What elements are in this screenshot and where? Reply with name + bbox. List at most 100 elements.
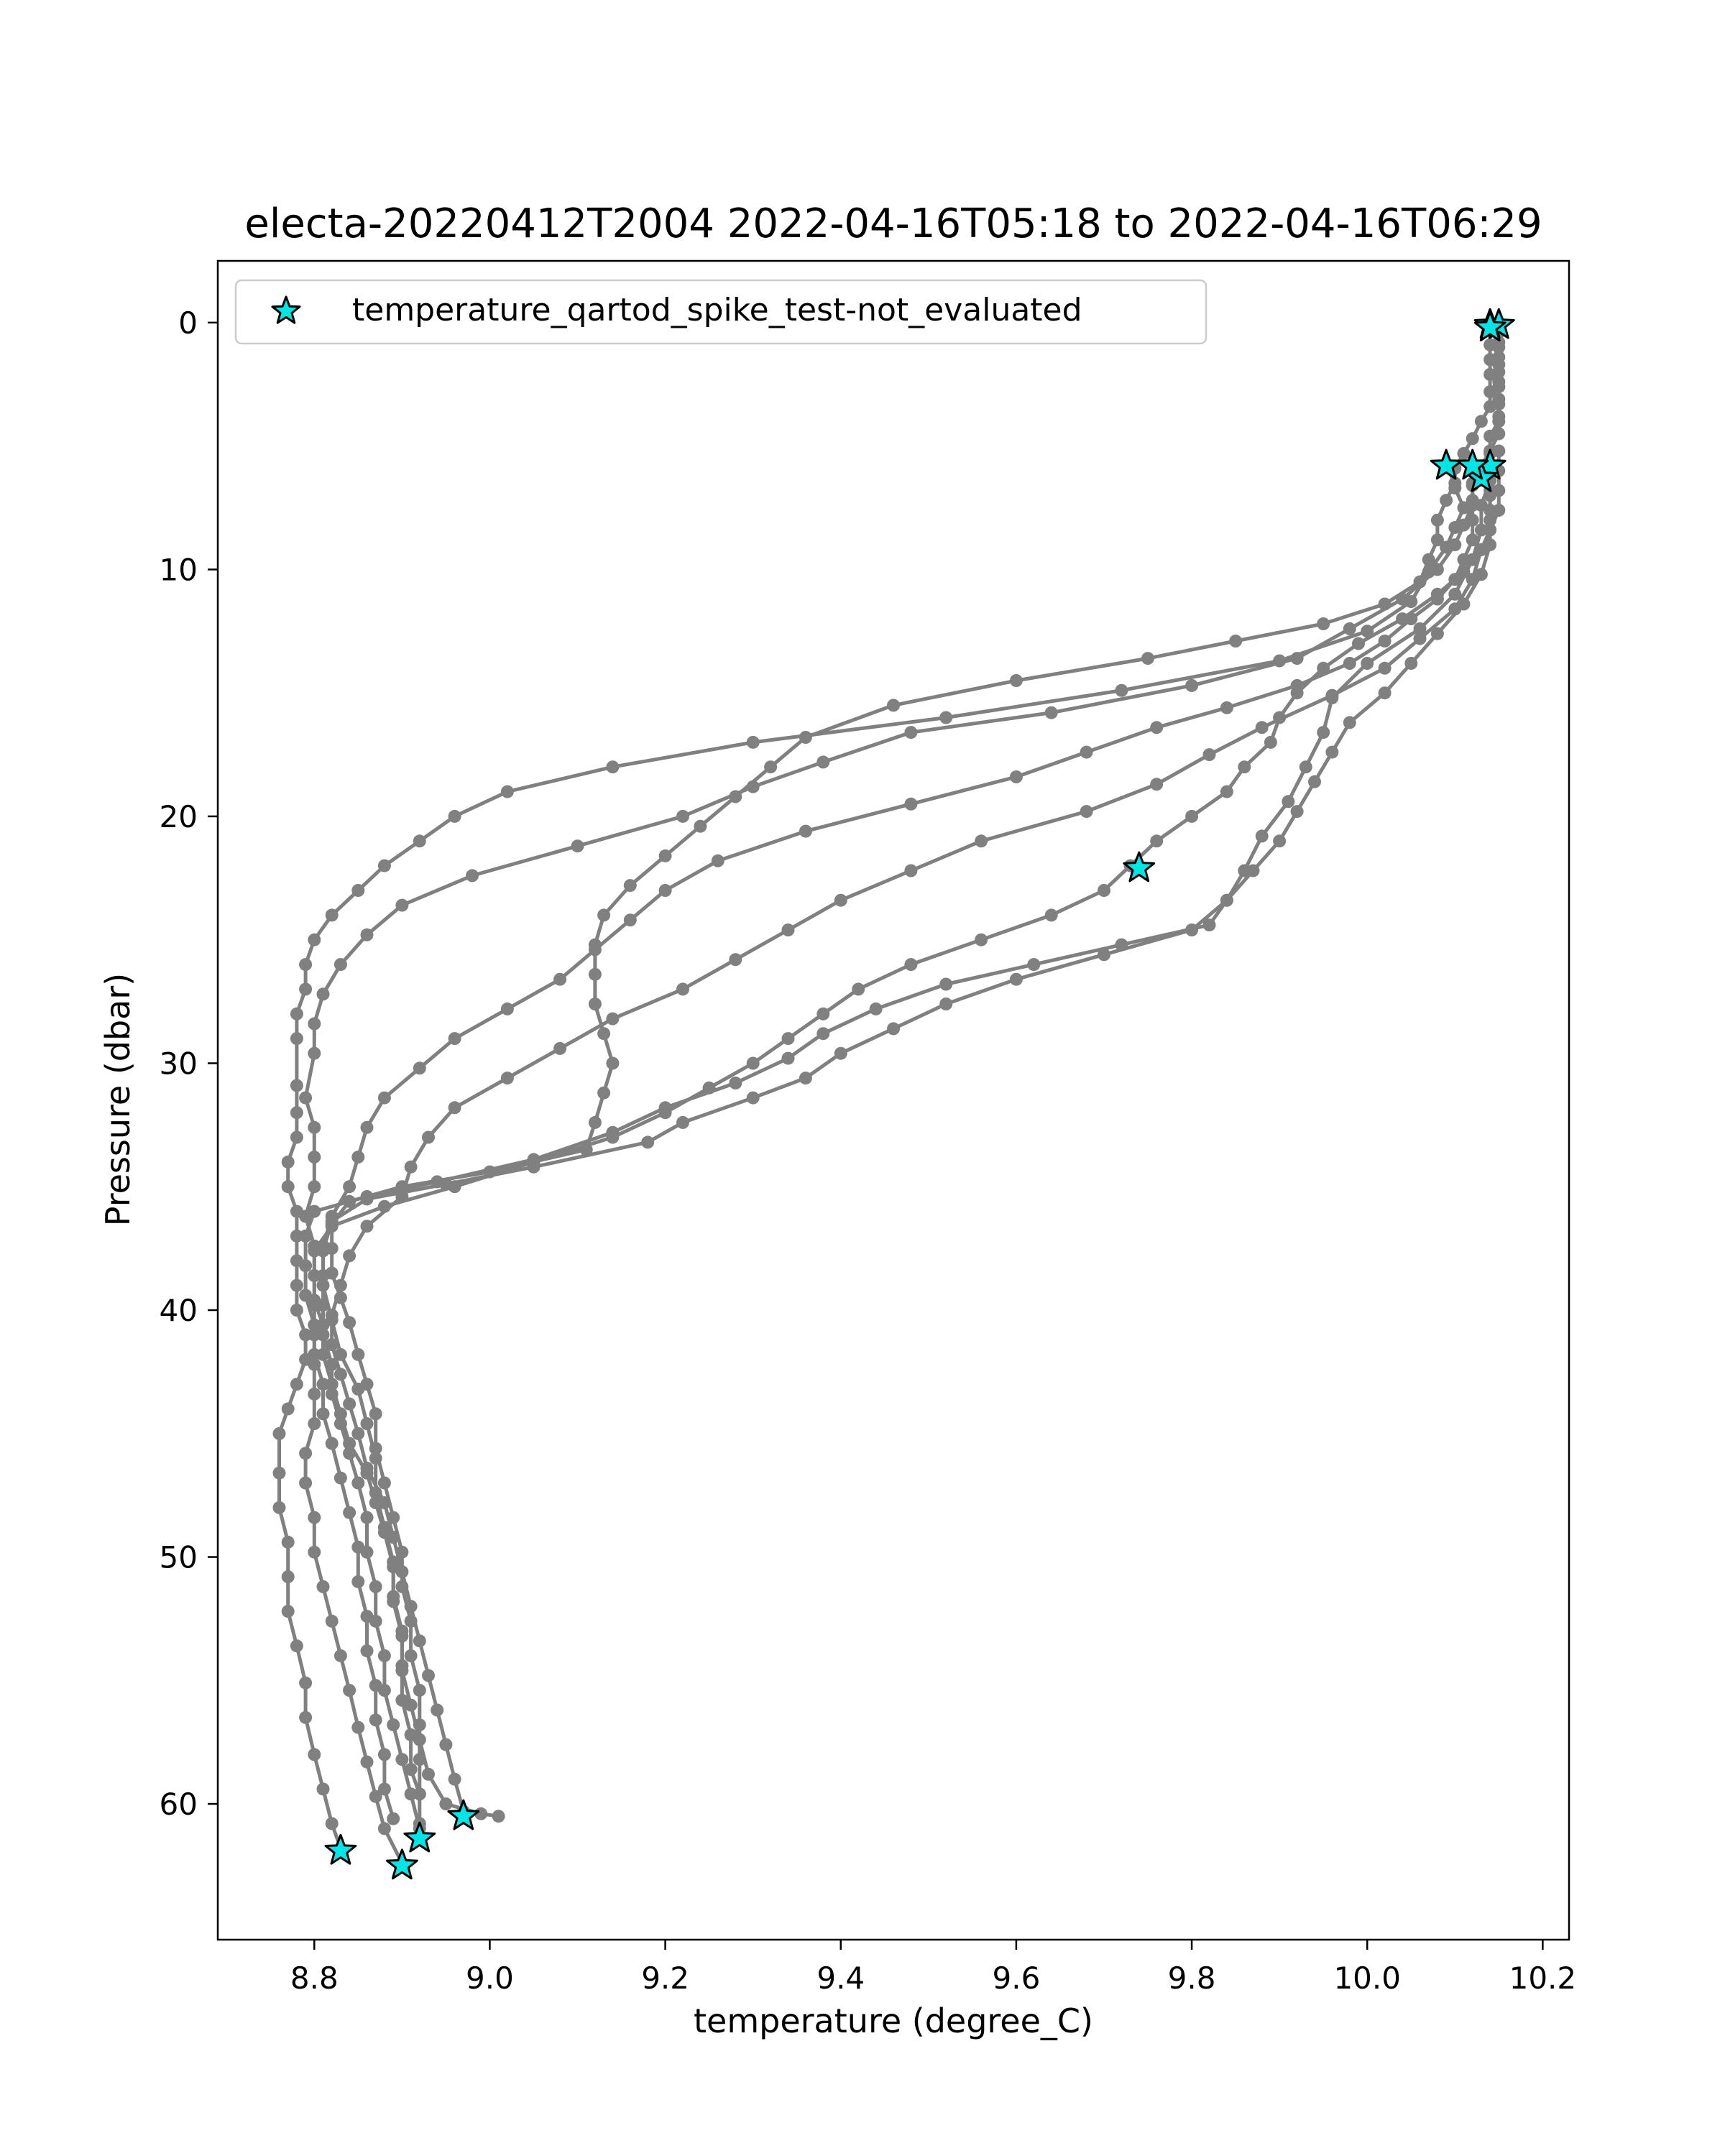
data-point (975, 834, 988, 848)
data-point (1185, 678, 1199, 692)
data-point (369, 1789, 382, 1803)
data-point (308, 1511, 321, 1524)
data-point (1009, 770, 1023, 783)
data-point (1404, 657, 1418, 670)
data-point (299, 1289, 313, 1302)
data-point (887, 1022, 900, 1036)
data-point (360, 1466, 374, 1480)
data-point (272, 1427, 286, 1440)
data-point (369, 1407, 382, 1421)
data-point (343, 1249, 356, 1263)
data-point (395, 1693, 409, 1707)
data-point (939, 998, 953, 1010)
data-point (623, 913, 637, 927)
data-point (272, 1501, 286, 1514)
data-point (1492, 504, 1506, 517)
data-point (334, 1407, 347, 1421)
spike-test-star-icon (403, 1821, 436, 1853)
data-point (729, 953, 742, 967)
data-point (1343, 622, 1356, 635)
data-point (1255, 829, 1269, 843)
x-tick-label: 8.8 (290, 1961, 339, 1996)
data-point (1492, 444, 1506, 458)
data-point (623, 879, 637, 893)
data-point (500, 1002, 514, 1015)
data-point (799, 824, 812, 838)
data-point (1273, 711, 1287, 724)
data-point (360, 1220, 374, 1233)
data-point (395, 1545, 409, 1559)
legend-box (234, 279, 1208, 345)
data-point (395, 898, 409, 912)
data-point (299, 1259, 313, 1273)
data-point (377, 1521, 391, 1534)
data-point (852, 982, 865, 996)
data-point (1361, 625, 1374, 638)
data-point (676, 809, 689, 823)
data-point (606, 1012, 620, 1026)
data-point (1308, 775, 1321, 788)
data-point (500, 785, 514, 798)
data-point (290, 1130, 303, 1144)
data-point (676, 1115, 689, 1129)
data-point (597, 1027, 611, 1041)
data-point (308, 1017, 321, 1031)
data-point (1378, 635, 1392, 648)
data-point (334, 958, 347, 972)
data-point (746, 735, 760, 749)
data-point (290, 1007, 303, 1021)
data-point (1492, 365, 1506, 379)
data-point (404, 1160, 418, 1174)
data-point (1255, 721, 1269, 734)
data-point (377, 859, 391, 872)
data-point (658, 1101, 672, 1115)
data-point (1352, 637, 1365, 650)
x-tick-label: 9.2 (641, 1961, 689, 1996)
data-point (1202, 918, 1216, 932)
data-point (1466, 553, 1479, 566)
data-point (1430, 587, 1444, 601)
data-point (1484, 513, 1497, 527)
data-point (431, 1175, 444, 1189)
data-point (299, 1091, 313, 1105)
data-point (1448, 538, 1462, 552)
data-point (281, 1535, 295, 1549)
data-point (764, 760, 778, 774)
data-point (1115, 683, 1128, 697)
data-point (308, 1348, 321, 1361)
data-point (781, 1032, 795, 1046)
data-point (1325, 691, 1339, 704)
data-point (404, 1728, 418, 1741)
data-point (1299, 760, 1312, 774)
data-point (1220, 701, 1233, 714)
data-point (1080, 805, 1093, 819)
data-point (290, 1279, 303, 1292)
data-point (939, 711, 953, 724)
legend-star-shape (271, 295, 301, 324)
data-point (1396, 612, 1409, 626)
data-point (422, 1767, 435, 1781)
data-point (308, 1046, 321, 1060)
data-point (351, 1575, 365, 1588)
data-point (272, 1466, 286, 1480)
data-point (1115, 938, 1128, 952)
data-point (448, 1032, 461, 1046)
data-point (1413, 632, 1427, 645)
data-point (1430, 627, 1444, 640)
data-point (527, 1153, 540, 1166)
data-point (351, 1720, 365, 1734)
data-point (343, 1437, 356, 1450)
data-point (834, 1046, 847, 1060)
data-point (1430, 563, 1444, 576)
data-point (325, 1313, 339, 1327)
data-point (1009, 674, 1023, 687)
x-tick-label: 9.8 (1168, 1961, 1216, 1996)
series-line (330, 464, 1457, 1836)
data-point (1413, 575, 1427, 589)
data-point (377, 1199, 391, 1213)
data-point (869, 1002, 883, 1015)
y-tick-label: 30 (160, 1046, 198, 1081)
data-point (1264, 735, 1277, 749)
data-point (834, 893, 847, 907)
